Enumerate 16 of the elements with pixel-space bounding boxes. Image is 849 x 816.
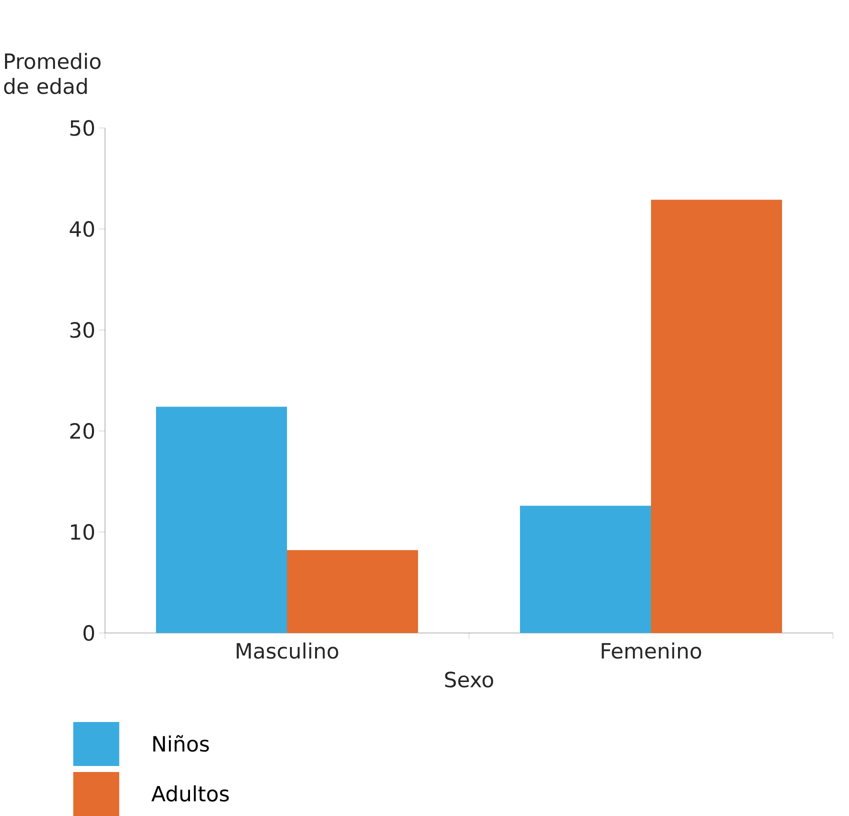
y-tick-label: 30 [70,322,94,338]
x-tick-label: Masculino [236,642,338,659]
legend-label: Niños [153,735,209,752]
bar [651,200,782,633]
legend-label: Adultos [151,785,229,802]
y-tick-label: 20 [70,423,94,439]
x-axis-title: Sexo [445,672,494,688]
bar [156,406,288,633]
y-tick-label: 50 [70,120,94,136]
y-tick-label: 40 [70,221,94,237]
y-tick-label: 10 [71,524,94,540]
x-tick-label: Femenino [602,642,702,659]
bar [520,506,651,633]
y-axis-title: Promedio de edad [4,52,101,94]
y-tick-label: 0 [83,625,94,641]
bar [287,550,418,633]
